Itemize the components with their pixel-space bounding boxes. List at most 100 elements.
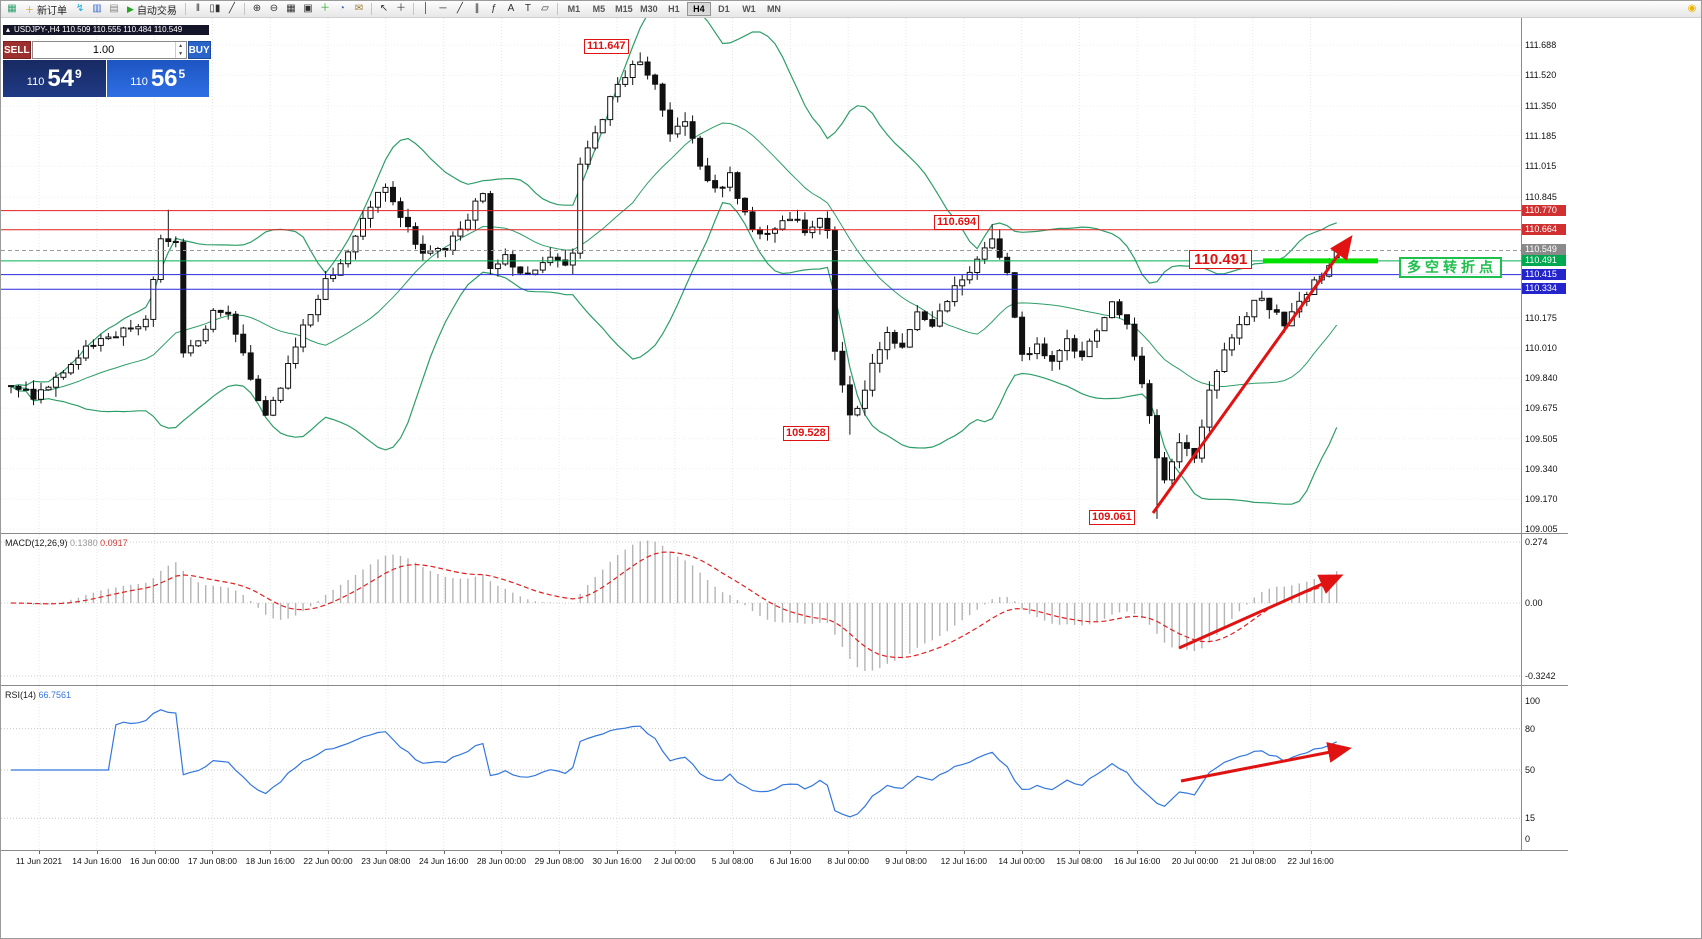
timeframe-m30[interactable]: M30 <box>640 4 658 14</box>
time-label: 28 Jun 00:00 <box>476 856 526 866</box>
volume-down-icon[interactable]: ▼ <box>178 51 184 57</box>
crosshair-icon[interactable]: ＋ <box>395 2 406 14</box>
cursor-icon[interactable]: ↖ <box>379 2 389 14</box>
buy-price-prefix: 110 <box>130 76 148 88</box>
time-tick <box>848 851 850 854</box>
price-annotation[interactable]: 109.528 <box>783 426 829 441</box>
timeframe-m5[interactable]: M5 <box>592 4 606 14</box>
time-tick <box>385 851 387 854</box>
tile-windows-icon[interactable]: ▦ <box>286 2 296 14</box>
notifications-icon[interactable]: ◉ <box>1687 2 1697 14</box>
scale-label: 109.005 <box>1525 524 1558 534</box>
fibonacci-icon[interactable]: ƒ <box>491 2 497 14</box>
macd-panel-canvas[interactable] <box>1 534 1521 685</box>
time-label: 15 Jul 08:00 <box>1056 856 1103 866</box>
timeframe-d1[interactable]: D1 <box>718 4 730 14</box>
price-annotation[interactable]: 110.491 <box>1189 250 1253 269</box>
toolbar-separator <box>556 3 558 15</box>
expert-advisors-icon[interactable]: ↯ <box>75 2 85 14</box>
volume-input[interactable] <box>32 42 175 58</box>
macd-signal-value: 0.0917 <box>100 538 128 548</box>
trendline-icon[interactable]: ╱ <box>456 2 463 14</box>
arrows-icon[interactable]: ▱ <box>541 2 549 14</box>
scale-label: 15 <box>1525 813 1536 824</box>
buy-price-button[interactable]: 110 56 5 <box>106 60 209 97</box>
panel-splitter[interactable] <box>1 533 1568 534</box>
auto-trading-icon: ▶ <box>127 3 134 14</box>
time-label: 6 Jul 16:00 <box>769 856 812 866</box>
bar-chart-icon[interactable]: ‖ <box>195 2 200 14</box>
periods-icon[interactable]: ◔ <box>338 2 345 14</box>
buy-button[interactable]: BUY <box>187 41 211 59</box>
price-annotation[interactable]: 109.061 <box>1089 510 1135 525</box>
macd-title: MACD(12,26,9) <box>5 538 68 548</box>
time-tick <box>1137 851 1139 854</box>
scale-label: 109.505 <box>1525 433 1558 444</box>
buy-price-sup: 5 <box>178 66 186 81</box>
rsi-value: 66.7561 <box>38 690 72 700</box>
scale-label: -0.3242 <box>1525 671 1556 681</box>
templates-icon[interactable]: ✉ <box>354 2 364 14</box>
scale-label: 109.840 <box>1525 373 1558 384</box>
zoom-in-icon[interactable]: ⊕ <box>252 2 262 14</box>
scale-label: 111.350 <box>1525 100 1557 111</box>
sell-price-sup: 9 <box>75 66 82 81</box>
scale-label: 111.015 <box>1525 161 1557 172</box>
scale-label: 80 <box>1525 723 1536 734</box>
scale-label: 111.185 <box>1525 130 1557 141</box>
time-label: 22 Jun 00:00 <box>303 856 353 866</box>
time-tick <box>559 851 561 854</box>
volume-up-icon[interactable]: ▲ <box>178 43 184 49</box>
new-order-button[interactable]: ＋ 新订单 <box>21 2 71 17</box>
panel-splitter[interactable] <box>1 685 1568 686</box>
sell-price-button[interactable]: 110 54 9 <box>3 60 106 97</box>
scale-label: 110.845 <box>1525 192 1557 203</box>
vertical-line-icon[interactable]: │ <box>422 2 430 14</box>
time-label: 5 Jul 08:00 <box>711 856 754 866</box>
scale-label: 0.274 <box>1525 537 1548 547</box>
timeframe-w1[interactable]: W1 <box>742 4 756 14</box>
market-watch-icon[interactable]: ▤ <box>109 2 119 14</box>
price-marker: 110.770 <box>1522 204 1566 216</box>
time-label: 14 Jun 16:00 <box>72 856 122 866</box>
price-marker: 110.664 <box>1522 223 1566 235</box>
cascade-windows-icon[interactable]: ▣ <box>303 2 313 14</box>
time-label: 22 Jul 16:00 <box>1287 856 1334 866</box>
price-marker: 110.491 <box>1522 254 1566 266</box>
volume-spinner: ▲ ▼ <box>174 42 186 58</box>
timeframe-mn[interactable]: MN <box>766 4 781 14</box>
turning-point-label[interactable]: 多空转折点 <box>1399 257 1502 278</box>
indicators-icon[interactable]: ＋ <box>319 2 330 14</box>
profiles-icon[interactable]: ▥ <box>92 2 102 14</box>
rsi-panel-canvas[interactable] <box>1 686 1521 850</box>
timeframe-m1[interactable]: M1 <box>567 4 581 14</box>
timeframe-h1[interactable]: H1 <box>668 4 680 14</box>
text-label-icon[interactable]: T <box>524 2 531 14</box>
scale-label: 0 <box>1525 834 1531 844</box>
chart-window-icon[interactable]: ▦ <box>7 2 17 14</box>
time-tick <box>1195 851 1196 854</box>
time-label: 20 Jul 00:00 <box>1171 856 1219 866</box>
time-tick <box>1079 851 1081 854</box>
line-chart-icon[interactable]: ╱ <box>228 2 235 14</box>
sell-button[interactable]: SELL <box>3 41 31 59</box>
one-click-trading-panel: SELL ▲ ▼ BUY 110 54 9 110 56 5 <box>3 41 211 97</box>
candlestick-chart-icon[interactable]: ▯▮ <box>209 2 221 14</box>
auto-trading-button[interactable]: ▶ 自动交易 <box>123 2 181 17</box>
main-toolbar: ▦ ＋ 新订单 ↯ ▥ ▤ ▶ 自动交易 ‖ ▯▮ ╱ ⊕ ⊖ ▦ ▣ ＋ ◔ … <box>1 1 1701 18</box>
zoom-out-icon[interactable]: ⊖ <box>269 2 279 14</box>
price-annotation[interactable]: 111.647 <box>584 39 629 54</box>
sell-price-prefix: 110 <box>26 76 45 88</box>
main-chart-canvas[interactable] <box>1 18 1521 533</box>
scale-label: 110.010 <box>1525 342 1557 353</box>
price-annotation[interactable]: 110.694 <box>934 215 980 230</box>
equidistant-channel-icon[interactable]: ∥ <box>474 2 480 14</box>
time-tick <box>1252 851 1254 854</box>
time-label: 23 Jun 08:00 <box>361 856 411 866</box>
text-icon[interactable]: A <box>507 2 515 14</box>
collapse-icon[interactable]: ▴ <box>6 25 11 34</box>
horizontal-line-icon[interactable]: ─ <box>439 2 447 14</box>
time-label: 18 Jun 16:00 <box>245 856 295 866</box>
timeframe-h4[interactable]: H4 <box>686 2 711 16</box>
timeframe-m15[interactable]: M15 <box>615 4 633 14</box>
